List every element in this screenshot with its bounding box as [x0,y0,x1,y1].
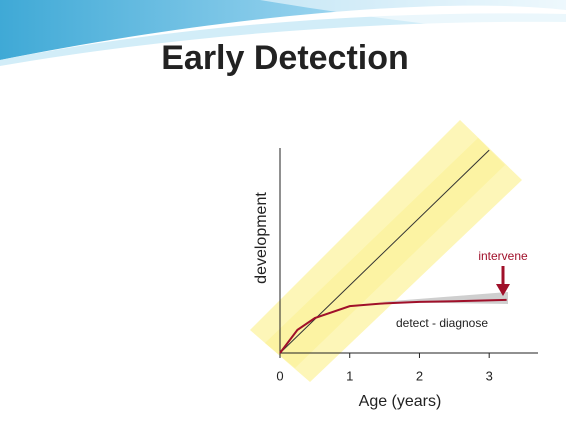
swoosh-highlight [260,0,566,40]
x-tick-label: 3 [486,368,493,383]
x-tick-label: 2 [416,368,423,383]
x-tick-label: 1 [346,368,353,383]
x-axis-label: Age (years) [359,393,442,410]
line [279,298,507,354]
arrow-head [496,284,510,296]
highlight-band-inner [265,138,505,368]
y-axis-label: development [253,192,270,284]
slide-title: Early Detection [161,39,409,77]
annotation: detect - diagnose [396,316,488,330]
swoosh [0,0,566,60]
x-tick-label: 0 [276,368,283,383]
annotation: intervene [478,249,528,263]
